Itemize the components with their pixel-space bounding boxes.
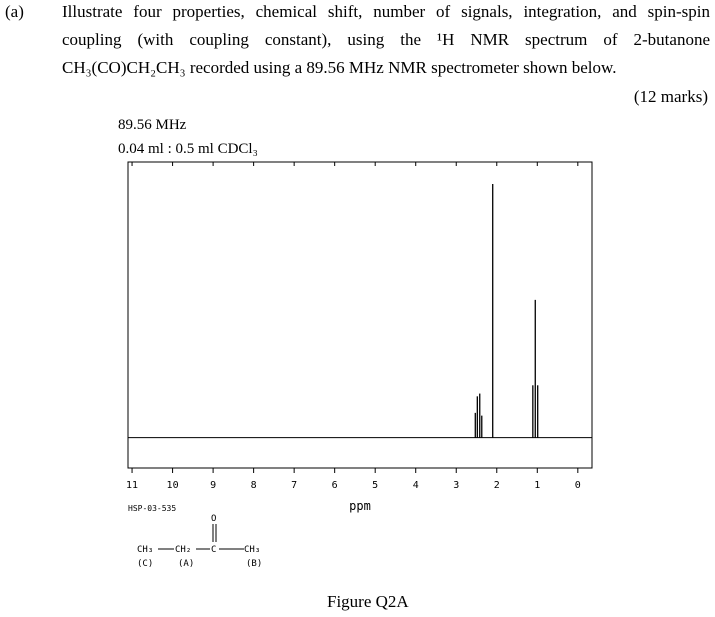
x-tick-label: 3 [453,480,459,491]
caption: Figure Q2A [327,592,409,611]
tag: (C) [137,559,153,569]
x-tick-label: 6 [332,480,338,491]
group: O [211,514,216,524]
marks: (12 marks) [633,87,708,106]
question-line: Illustrate four properties, chemical shi… [62,2,710,21]
sample: 0.04 ml : 0.5 ml CDCl₃ [118,141,258,157]
x-tick-label: 4 [413,480,419,491]
group: C [211,545,216,555]
x-tick-label: 10 [167,480,179,491]
x-tick-label: 1 [534,480,540,491]
question-label: (a) [5,2,24,21]
tag: (A) [178,559,194,569]
x-tick-label: 9 [210,480,216,491]
frequency: 89.56 MHz [118,117,187,133]
structure: CH₃ CH₂ C O CH₃ (C) (A) (B) [137,514,262,569]
x-tick-label: 11 [126,480,138,491]
x-tick-label: 7 [291,480,297,491]
x-tick-label: 2 [494,480,500,491]
group: CH₂ [175,545,191,555]
x-tick-label: 5 [372,480,378,491]
question-line: coupling (with coupling constant), using… [62,30,710,49]
tag: (B) [246,559,262,569]
x-tick-label: 0 [575,480,581,491]
group: CH₃ [137,545,153,555]
code: HSP-03-535 [128,504,176,513]
question-line: CH₃(CO)CH₂CH₃ recorded using a 89.56 MHz… [62,58,617,77]
x-tick-label: 8 [251,480,257,491]
x-axis-label: ppm [349,499,371,513]
group: CH₃ [244,545,260,555]
plot-frame [127,161,593,469]
